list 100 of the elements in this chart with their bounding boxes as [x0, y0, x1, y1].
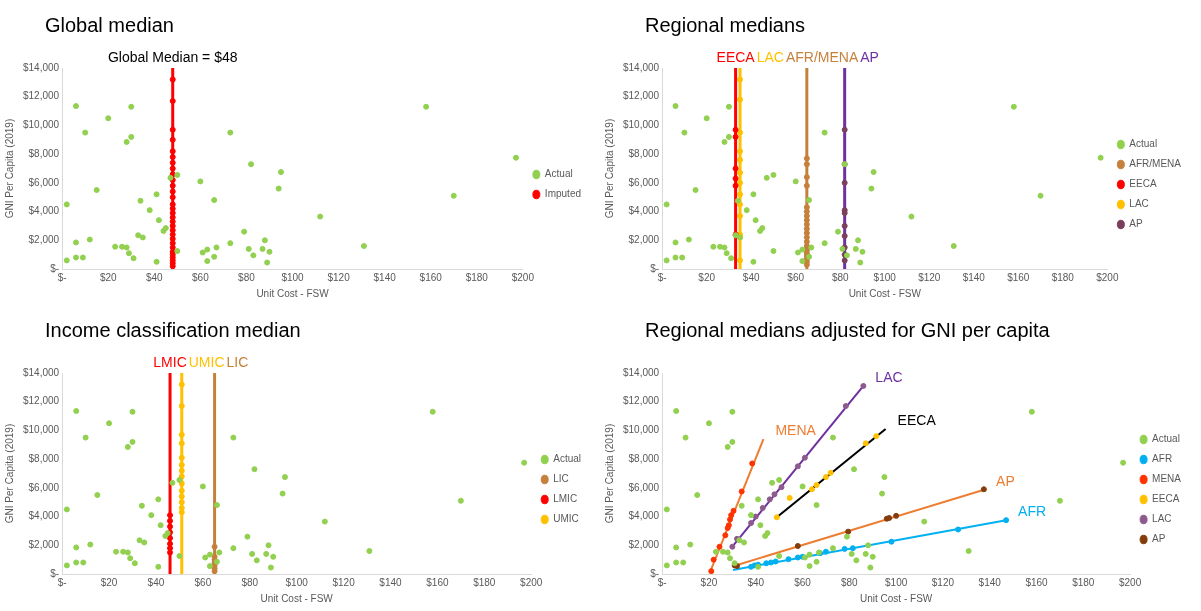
x-tick-label: $180	[1072, 576, 1095, 588]
y-axis-title: GNI Per Capita (2019)	[603, 118, 615, 219]
y-tick-label: $6,000	[28, 176, 60, 188]
y-tick-label: $2,000	[628, 234, 660, 246]
ref-line-label: UMIC	[188, 353, 225, 370]
x-tick-label: $200	[520, 576, 543, 588]
legend-label: UMIC	[553, 513, 579, 525]
legend-label: LAC	[1129, 198, 1149, 210]
x-tick-label: $180	[1051, 271, 1075, 283]
y-tick-label: $-	[650, 262, 660, 274]
x-tick-label: $40	[747, 576, 765, 588]
x-tick-label: $140	[379, 576, 403, 588]
y-tick-label: $2,000	[28, 539, 60, 551]
chart-title: Income classification median	[45, 319, 301, 342]
legend-label: Actual	[1129, 138, 1158, 150]
x-tick-label: $80	[241, 576, 259, 588]
y-tick-label: $4,000	[628, 205, 660, 217]
x-tick-label: $40	[145, 271, 164, 283]
x-tick-label: $200	[1096, 271, 1119, 283]
y-tick-label: $-	[650, 567, 660, 579]
y-tick-label: $8,000	[628, 147, 660, 159]
x-tick-label: $100	[281, 271, 305, 283]
y-axis-title: GNI Per Capita (2019)	[3, 118, 15, 219]
legend-label: Imputed	[544, 188, 582, 200]
annotation: Global Median = $48	[107, 48, 238, 65]
y-tick-label: $-	[50, 262, 60, 274]
legend-label: Actual	[544, 168, 573, 180]
series-label: MENA	[775, 421, 817, 438]
series-label: LAC	[875, 368, 903, 385]
y-tick-label: $10,000	[22, 424, 60, 436]
legend-label: Actual	[553, 453, 581, 465]
legend-label: EECA	[1129, 178, 1157, 190]
legend-label: AP	[1129, 218, 1143, 230]
ref-line-label: LIC	[226, 353, 249, 370]
x-tick-label: $60	[194, 576, 212, 588]
x-tick-label: $60	[787, 271, 805, 283]
x-tick-label: $40	[147, 576, 165, 588]
x-tick-label: $160	[1025, 576, 1049, 588]
ref-line-label: AP	[860, 48, 879, 65]
y-tick-label: $14,000	[22, 61, 60, 73]
y-tick-label: $6,000	[628, 176, 660, 188]
x-tick-label: $80	[840, 576, 859, 588]
x-tick-label: $120	[327, 271, 351, 283]
legend-label: AFR	[1152, 453, 1173, 465]
y-tick-label: $4,000	[628, 510, 660, 522]
x-tick-label: $180	[465, 271, 489, 283]
y-tick-label: $12,000	[22, 90, 60, 102]
y-tick-label: $14,000	[22, 366, 60, 378]
series-label: AP	[996, 472, 1015, 489]
x-tick-label: $100	[885, 576, 908, 588]
y-tick-label: $2,000	[28, 234, 60, 246]
x-tick-label: $100	[285, 576, 309, 588]
y-tick-label: $-	[50, 567, 60, 579]
x-tick-label: $80	[238, 271, 256, 283]
x-tick-label: $20	[99, 271, 117, 283]
y-tick-label: $14,000	[622, 61, 660, 73]
x-axis-title: Unit Cost - FSW	[848, 287, 922, 299]
y-axis-title: GNI Per Capita (2019)	[3, 423, 15, 524]
y-tick-label: $4,000	[28, 205, 60, 217]
x-tick-label: $140	[962, 271, 986, 283]
y-tick-label: $14,000	[622, 366, 660, 378]
y-axis-title: GNI Per Capita (2019)	[603, 423, 615, 524]
y-tick-label: $12,000	[622, 395, 660, 407]
series-label: AFR	[1018, 503, 1047, 520]
y-tick-label: $12,000	[22, 395, 60, 407]
legend-label: LMIC	[553, 493, 578, 505]
x-axis-title: Unit Cost - FSW	[260, 592, 334, 604]
x-tick-label: $140	[978, 576, 1002, 588]
x-tick-label: $100	[873, 271, 897, 283]
x-tick-label: $200	[1118, 576, 1142, 588]
legend-label: Actual	[1152, 433, 1180, 445]
y-tick-label: $2,000	[628, 539, 660, 551]
x-tick-label: $120	[332, 576, 356, 588]
x-tick-label: $160	[426, 576, 449, 588]
y-tick-label: $4,000	[28, 510, 60, 522]
y-tick-label: $8,000	[28, 147, 60, 159]
x-tick-label: $80	[831, 271, 849, 283]
legend-label: AP	[1152, 533, 1166, 545]
x-tick-label: $200	[511, 271, 535, 283]
chart-title: Regional medians adjusted for GNI per capita	[645, 319, 1050, 342]
y-tick-label: $12,000	[622, 90, 660, 102]
ref-line-label: LAC	[756, 48, 784, 65]
x-axis-title: Unit Cost - FSW	[860, 592, 933, 604]
chart-title: Regional medians	[645, 14, 806, 37]
x-tick-label: $160	[1007, 271, 1030, 283]
x-tick-label: $160	[419, 271, 443, 283]
legend-label: MENA	[1152, 473, 1182, 485]
series-label: EECA	[897, 411, 937, 428]
legend-label: EECA	[1152, 493, 1180, 505]
x-tick-label: $140	[373, 271, 397, 283]
x-tick-label: $120	[918, 271, 941, 283]
chart-title: Global median	[45, 14, 174, 37]
y-tick-label: $8,000	[28, 452, 60, 464]
ref-line-label: AFR/MENA	[785, 48, 859, 65]
x-tick-label: $20	[100, 576, 118, 588]
legend-label: LIC	[553, 473, 569, 485]
x-tick-label: $60	[192, 271, 210, 283]
x-tick-label: $40	[742, 271, 760, 283]
x-tick-label: $120	[931, 576, 955, 588]
y-tick-label: $10,000	[622, 424, 660, 436]
